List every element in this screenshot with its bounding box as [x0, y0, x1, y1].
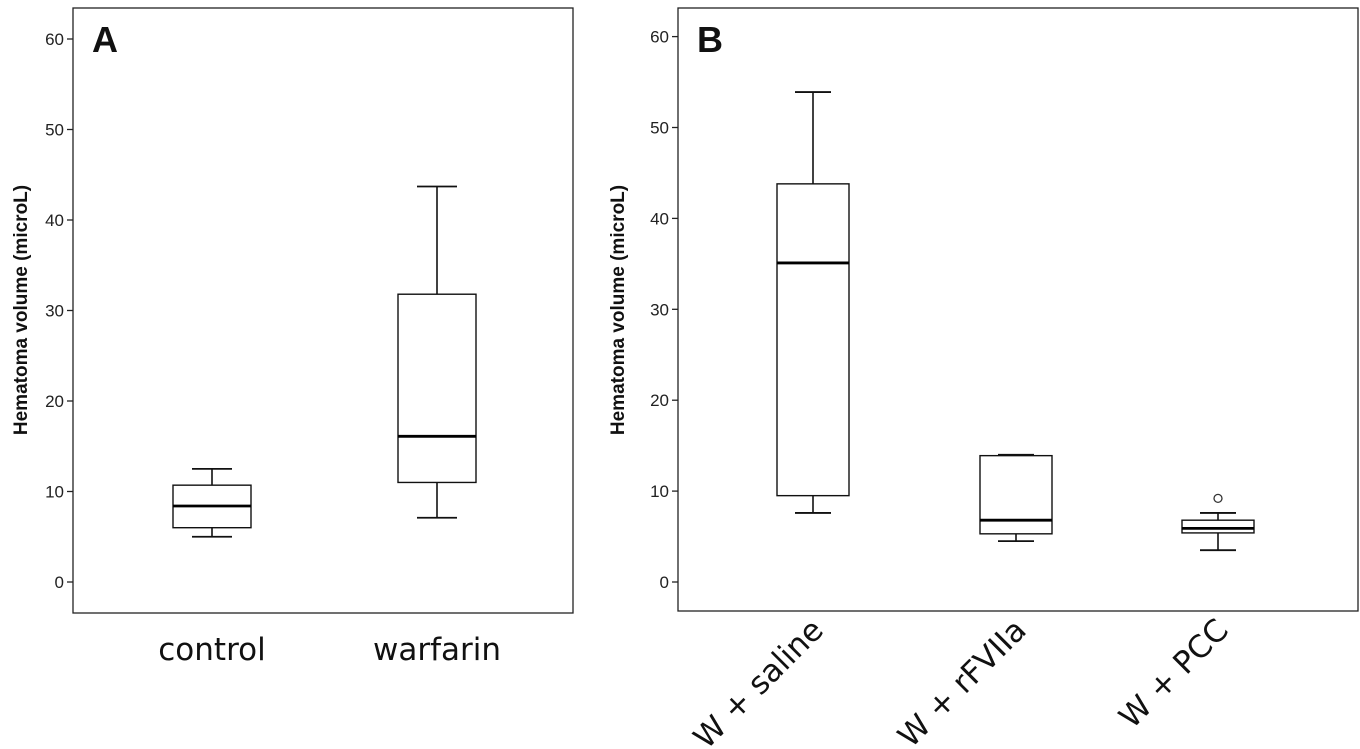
iqr-box [1181, 519, 1255, 534]
y-tick-label: 20 [45, 392, 64, 411]
y-tick-label: 10 [45, 483, 64, 502]
panel-b-ylabel: Hematoma volume (microL) [608, 185, 629, 435]
iqr-box [979, 454, 1053, 535]
panel-a-boxes [172, 185, 477, 538]
category-label: W + saline [687, 612, 831, 749]
box-plot-w-saline [776, 91, 850, 514]
y-tick-label: 50 [650, 119, 669, 138]
y-tick-label: 30 [45, 302, 64, 321]
y-tick-label: 60 [650, 28, 669, 47]
y-tick-label: 40 [45, 211, 64, 230]
panel-b: B Hematoma volume (microL) 0 10 20 30 40 50 60… [608, 7, 1359, 749]
panel-a-ylabel: Hematoma volume (microL) [11, 185, 32, 435]
y-tick-label: 0 [55, 573, 64, 592]
category-label: control [158, 632, 265, 668]
box-plot-warfarin [397, 185, 477, 519]
box-plot-w-pcc [1181, 493, 1255, 552]
panel-a-frame [72, 7, 574, 614]
panel-b-y-axis: 0 10 20 30 40 50 60 [650, 28, 678, 592]
y-tick-label: 0 [660, 573, 669, 592]
panel-b-categories: W + saline W + rFVIIa W + PCC [687, 612, 1236, 749]
panel-a-letter: A [92, 19, 118, 60]
iqr-box [397, 293, 477, 484]
category-label: warfarin [373, 632, 501, 668]
y-tick-label: 50 [45, 121, 64, 140]
iqr-box [776, 183, 850, 497]
box-plot-control [172, 467, 252, 538]
y-tick-label: 10 [650, 482, 669, 501]
panel-b-boxes [776, 91, 1255, 552]
panel-a-y-axis: 0 10 20 30 40 50 60 [45, 30, 73, 592]
y-tick-label: 20 [650, 391, 669, 410]
y-tick-label: 40 [650, 209, 669, 228]
panel-a: A Hematoma volume (microL) 0 10 20 30 40 50 60… [11, 7, 574, 668]
y-tick-label: 30 [650, 300, 669, 319]
outlier-point [1213, 493, 1223, 504]
category-label: W + PCC [1112, 612, 1235, 735]
box-plot-w-rfviia [979, 453, 1053, 542]
panel-b-letter: B [697, 19, 723, 60]
category-label: W + rFVIIa [891, 612, 1033, 749]
panel-a-categories: control warfarin [158, 632, 501, 668]
y-tick-label: 60 [45, 30, 64, 49]
